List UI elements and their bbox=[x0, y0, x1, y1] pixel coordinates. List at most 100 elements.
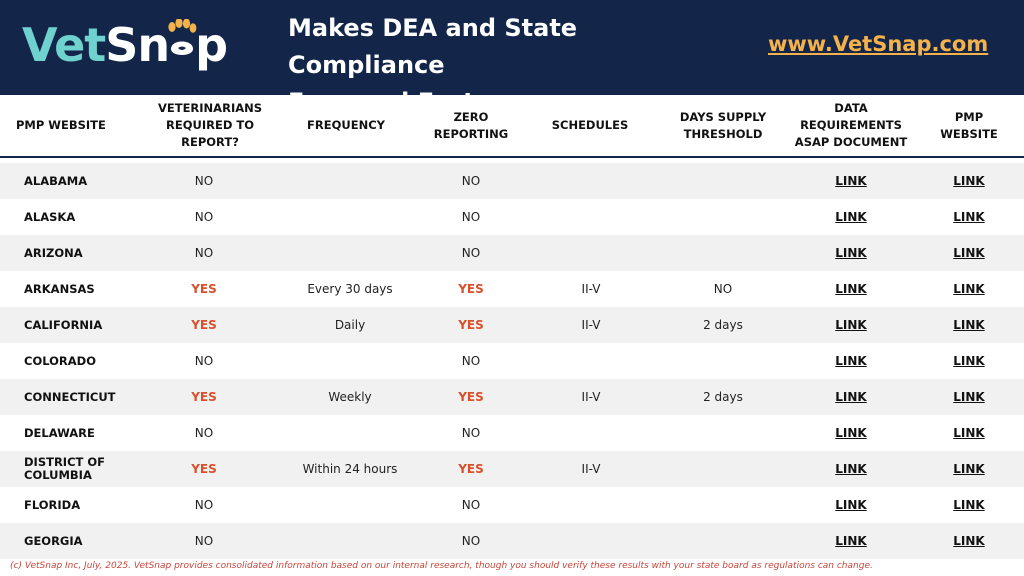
threshold-value bbox=[668, 163, 778, 199]
vetsnap-logo[interactable]: Vet Sn p bbox=[22, 14, 228, 76]
pmp-website-link[interactable]: LINK bbox=[953, 462, 985, 476]
table-row: DISTRICT OF COLUMBIA YES Within 24 hours YE… bbox=[0, 451, 1024, 487]
pmp-website-link[interactable]: LINK bbox=[953, 426, 985, 440]
zero-reporting-value: YES bbox=[458, 318, 484, 332]
col-header-vets-required: VETERINARIANS REQUIRED TO REPORT? bbox=[157, 101, 263, 149]
frequency-value: Every 30 days bbox=[307, 282, 393, 296]
state-name: ARIZONA bbox=[24, 245, 83, 260]
zero-reporting-value: NO bbox=[461, 426, 481, 440]
required-value: NO bbox=[194, 354, 214, 368]
zero-reporting-value: NO bbox=[461, 354, 481, 368]
required-value: NO bbox=[194, 246, 214, 260]
state-name: DISTRICT OF COLUMBIA bbox=[24, 455, 106, 482]
zero-reporting-value: NO bbox=[461, 246, 481, 260]
title-line-1: Makes DEA and State Compliance bbox=[288, 14, 578, 79]
pmp-website-link[interactable]: LINK bbox=[953, 390, 985, 404]
zero-reporting-value: NO bbox=[461, 174, 481, 188]
data-requirements-link[interactable]: LINK bbox=[835, 282, 867, 296]
state-name: DELAWARE bbox=[24, 425, 95, 440]
threshold-value bbox=[668, 343, 778, 379]
data-requirements-link[interactable]: LINK bbox=[835, 174, 867, 188]
required-value: NO bbox=[194, 426, 214, 440]
frequency-value bbox=[290, 523, 410, 559]
data-requirements-link[interactable]: LINK bbox=[835, 210, 867, 224]
data-requirements-link[interactable]: LINK bbox=[835, 498, 867, 512]
schedules-value bbox=[540, 199, 642, 235]
paw-icon bbox=[167, 18, 197, 59]
schedules-value: II-V bbox=[581, 462, 601, 476]
threshold-value bbox=[668, 199, 778, 235]
pmp-website-link[interactable]: LINK bbox=[953, 534, 985, 548]
threshold-value bbox=[668, 235, 778, 271]
schedules-value bbox=[540, 487, 642, 523]
required-value: NO bbox=[194, 534, 214, 548]
table-header: PMP WEBSITE VETERINARIANS REQUIRED TO RE… bbox=[0, 95, 1024, 158]
threshold-value bbox=[668, 451, 778, 487]
schedules-value bbox=[540, 415, 642, 451]
table-row: CONNECTICUT YES Weekly YES II-V 2 days LINK LIN… bbox=[0, 379, 1024, 415]
state-name: ALASKA bbox=[24, 209, 76, 224]
pmp-website-link[interactable]: LINK bbox=[953, 354, 985, 368]
schedules-value bbox=[540, 343, 642, 379]
state-name: CALIFORNIA bbox=[24, 317, 103, 332]
pmp-website-link[interactable]: LINK bbox=[953, 318, 985, 332]
col-header-schedules: SCHEDULES bbox=[551, 118, 629, 132]
col-header-pmp-site: PMP WEBSITE bbox=[940, 109, 998, 141]
pmp-website-link[interactable]: LINK bbox=[953, 246, 985, 260]
threshold-value bbox=[668, 415, 778, 451]
data-requirements-link[interactable]: LINK bbox=[835, 246, 867, 260]
table-row: ALASKA NO NO LINK LINK bbox=[0, 199, 1024, 235]
data-requirements-link[interactable]: LINK bbox=[835, 426, 867, 440]
table-row: DELAWARE NO NO LINK LINK bbox=[0, 415, 1024, 451]
zero-reporting-value: YES bbox=[458, 282, 484, 296]
schedules-value: II-V bbox=[581, 282, 601, 296]
col-header-pmp-website: PMP WEBSITE bbox=[16, 118, 106, 132]
required-value: YES bbox=[191, 462, 217, 476]
threshold-value bbox=[668, 523, 778, 559]
required-value: YES bbox=[191, 282, 217, 296]
col-header-data-requirements: DATA REQUIREMENTS ASAP DOCUMENT bbox=[794, 101, 908, 149]
threshold-value: 2 days bbox=[703, 390, 743, 404]
required-value: YES bbox=[191, 318, 217, 332]
frequency-value bbox=[290, 199, 410, 235]
logo-vet-text: Vet bbox=[22, 18, 106, 72]
table-row: FLORIDA NO NO LINK LINK bbox=[0, 487, 1024, 523]
logo-sn-text: Sn bbox=[105, 18, 170, 72]
col-header-frequency: FREQUENCY bbox=[307, 118, 385, 132]
zero-reporting-value: YES bbox=[458, 462, 484, 476]
required-value: NO bbox=[194, 498, 214, 512]
data-requirements-link[interactable]: LINK bbox=[835, 462, 867, 476]
threshold-value: 2 days bbox=[703, 318, 743, 332]
pmp-website-link[interactable]: LINK bbox=[953, 498, 985, 512]
state-name: ALABAMA bbox=[24, 173, 88, 188]
zero-reporting-value: NO bbox=[461, 534, 481, 548]
table-row: COLORADO NO NO LINK LINK bbox=[0, 343, 1024, 379]
zero-reporting-value: NO bbox=[461, 498, 481, 512]
title-line-2: Easy and Fast bbox=[288, 88, 475, 116]
schedules-value: II-V bbox=[581, 318, 601, 332]
schedules-value bbox=[540, 235, 642, 271]
website-link[interactable]: www.VetSnap.com bbox=[768, 32, 989, 56]
data-requirements-link[interactable]: LINK bbox=[835, 318, 867, 332]
footnote: (c) VetSnap Inc, July, 2025. VetSnap pro… bbox=[10, 561, 873, 571]
frequency-value bbox=[290, 415, 410, 451]
data-requirements-link[interactable]: LINK bbox=[835, 354, 867, 368]
schedules-value bbox=[540, 163, 642, 199]
frequency-value bbox=[290, 343, 410, 379]
data-requirements-link[interactable]: LINK bbox=[835, 390, 867, 404]
frequency-value bbox=[290, 235, 410, 271]
data-requirements-link[interactable]: LINK bbox=[835, 534, 867, 548]
required-value: YES bbox=[191, 390, 217, 404]
frequency-value bbox=[290, 487, 410, 523]
table-row: ARKANSAS YES Every 30 days YES II-V NO LINK LIN… bbox=[0, 271, 1024, 307]
zero-reporting-value: NO bbox=[461, 210, 481, 224]
table-row: CALIFORNIA YES Daily YES II-V 2 days LINK LINK bbox=[0, 307, 1024, 343]
required-value: NO bbox=[194, 174, 214, 188]
frequency-value: Weekly bbox=[328, 390, 372, 404]
pmp-website-link[interactable]: LINK bbox=[953, 210, 985, 224]
table-row: ALABAMA NO NO LINK LINK bbox=[0, 163, 1024, 199]
state-name: ARKANSAS bbox=[24, 281, 95, 296]
pmp-website-link[interactable]: LINK bbox=[953, 174, 985, 188]
state-name: CONNECTICUT bbox=[24, 389, 116, 404]
pmp-website-link[interactable]: LINK bbox=[953, 282, 985, 296]
